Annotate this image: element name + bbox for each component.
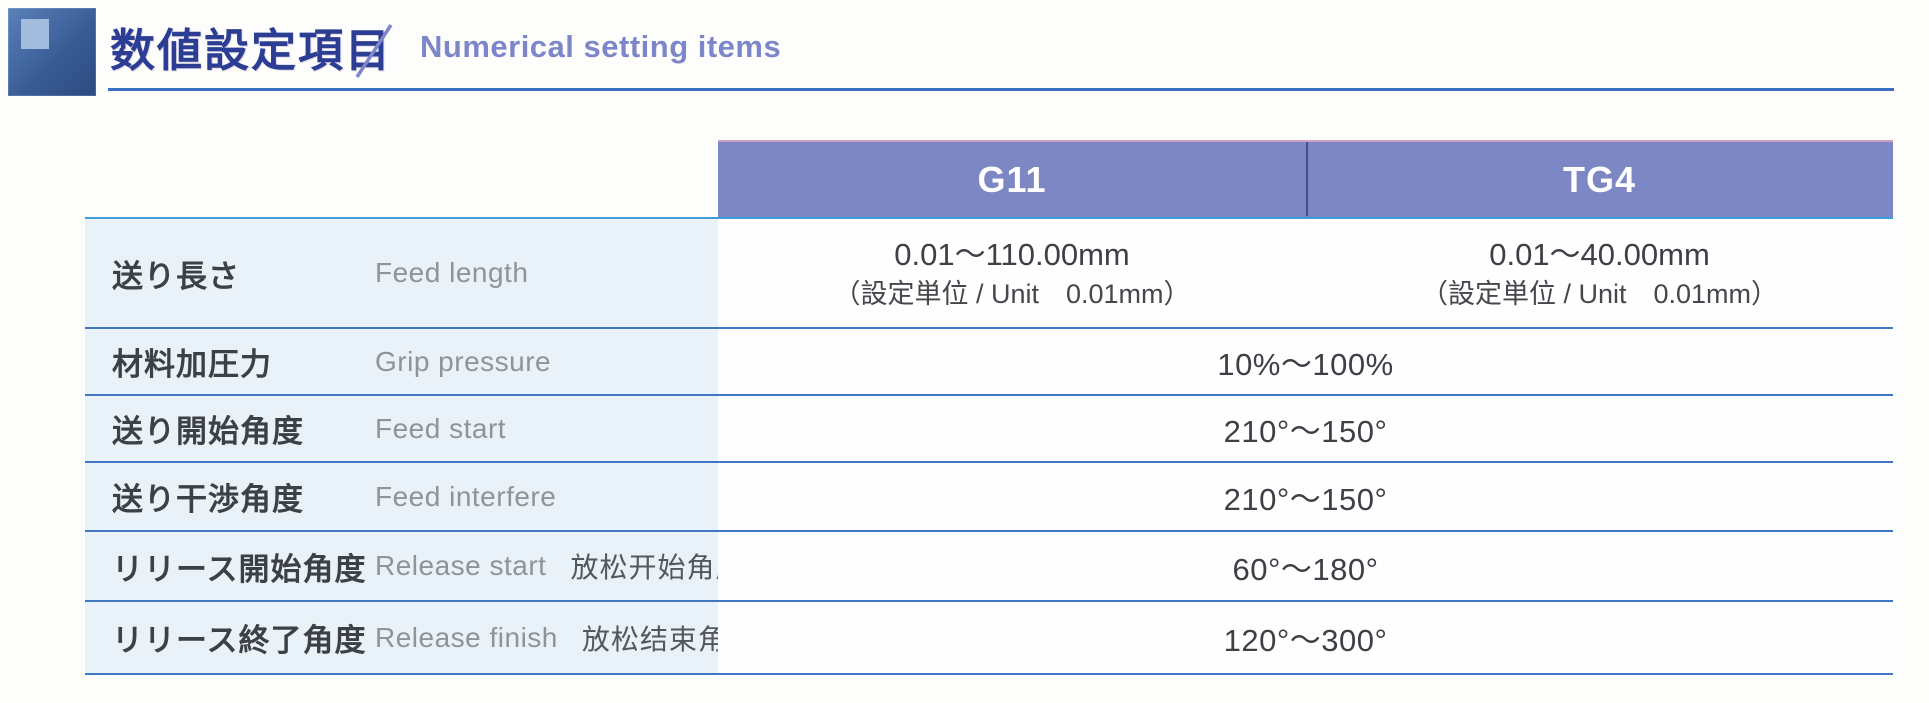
value-range: 0.01～110.00mm: [894, 236, 1130, 272]
row-label-en: Grip pressure: [375, 345, 552, 377]
page-title-english: Numerical setting items: [420, 29, 782, 64]
value-unit: （設定単位 / Unit 0.01mm）: [1420, 278, 1779, 309]
row-label-cell: 材料加圧力 Grip pressure: [85, 329, 718, 394]
value-cell: 60°～180°: [718, 532, 1893, 600]
row-label-cell: リリース開始角度 Release start 放松开始角度: [85, 532, 743, 600]
row-label-cell: 送り干渉角度 Feed interfere: [85, 463, 718, 530]
title-slash-icon: [355, 24, 393, 78]
value-cell-tg4: 0.01～40.00mm （設定単位 / Unit 0.01mm）: [1306, 219, 1893, 327]
table-row: 送り干渉角度 Feed interfere 210°～150°: [85, 463, 1893, 532]
brand-square-icon: [8, 8, 96, 96]
row-label-cell: リリース終了角度 Release finish 放松结束角度: [85, 602, 755, 673]
value-unit: （設定単位 / Unit 0.01mm）: [833, 278, 1191, 309]
row-label-jp: 送り長さ: [112, 258, 240, 294]
table-row: リリース開始角度 Release start 放松开始角度 60°～180°: [85, 532, 1893, 602]
row-label-jp: 材料加圧力: [112, 347, 272, 382]
value-cell: 210°～150°: [718, 396, 1893, 461]
page-title-japanese: 数値設定項目: [110, 25, 393, 76]
row-label-zh: 放松开始角度: [570, 552, 745, 583]
row-label-jp: リリース終了角度: [112, 623, 367, 658]
row-value-cells: 0.01～110.00mm （設定単位 / Unit 0.01mm） 0.01～…: [718, 219, 1893, 327]
row-label-en: Release start: [375, 550, 547, 581]
table-row: リリース終了角度 Release finish 放松结束角度 120°～300°: [85, 602, 1893, 675]
value-range: 0.01～40.00mm: [1489, 236, 1710, 272]
row-label-en: Feed start: [375, 412, 507, 444]
value-cell: 120°～300°: [718, 602, 1893, 673]
value-cell: 10%～100%: [718, 329, 1893, 394]
row-label-jp: 送り開始角度: [112, 414, 304, 449]
title-underline: [108, 88, 1894, 91]
value-cell-g11: 0.01～110.00mm （設定単位 / Unit 0.01mm）: [718, 219, 1306, 327]
settings-table: 送り長さ Feed length 0.01～110.00mm （設定単位 / U…: [85, 217, 1893, 675]
row-label-jp: 送り干渉角度: [112, 482, 304, 517]
row-label-cell: 送り開始角度 Feed start: [85, 396, 718, 461]
column-header-band: G11 TG4: [718, 140, 1893, 217]
row-label-cell: 送り長さ Feed length: [85, 219, 718, 327]
table-row: 送り長さ Feed length 0.01～110.00mm （設定単位 / U…: [85, 219, 1893, 329]
row-label-en: Feed length: [375, 257, 529, 288]
column-header-tg4: TG4: [1562, 158, 1636, 200]
column-header-g11: G11: [977, 158, 1047, 200]
value-cell: 210°～150°: [718, 463, 1893, 530]
table-row: 送り開始角度 Feed start 210°～150°: [85, 396, 1893, 463]
table-row: 材料加圧力 Grip pressure 10%～100%: [85, 329, 1893, 396]
row-label-jp: リリース開始角度: [112, 551, 367, 587]
row-label-en: Feed interfere: [375, 480, 557, 512]
row-label-en: Release finish: [375, 621, 558, 653]
brand-square-inner-icon: [21, 19, 49, 49]
